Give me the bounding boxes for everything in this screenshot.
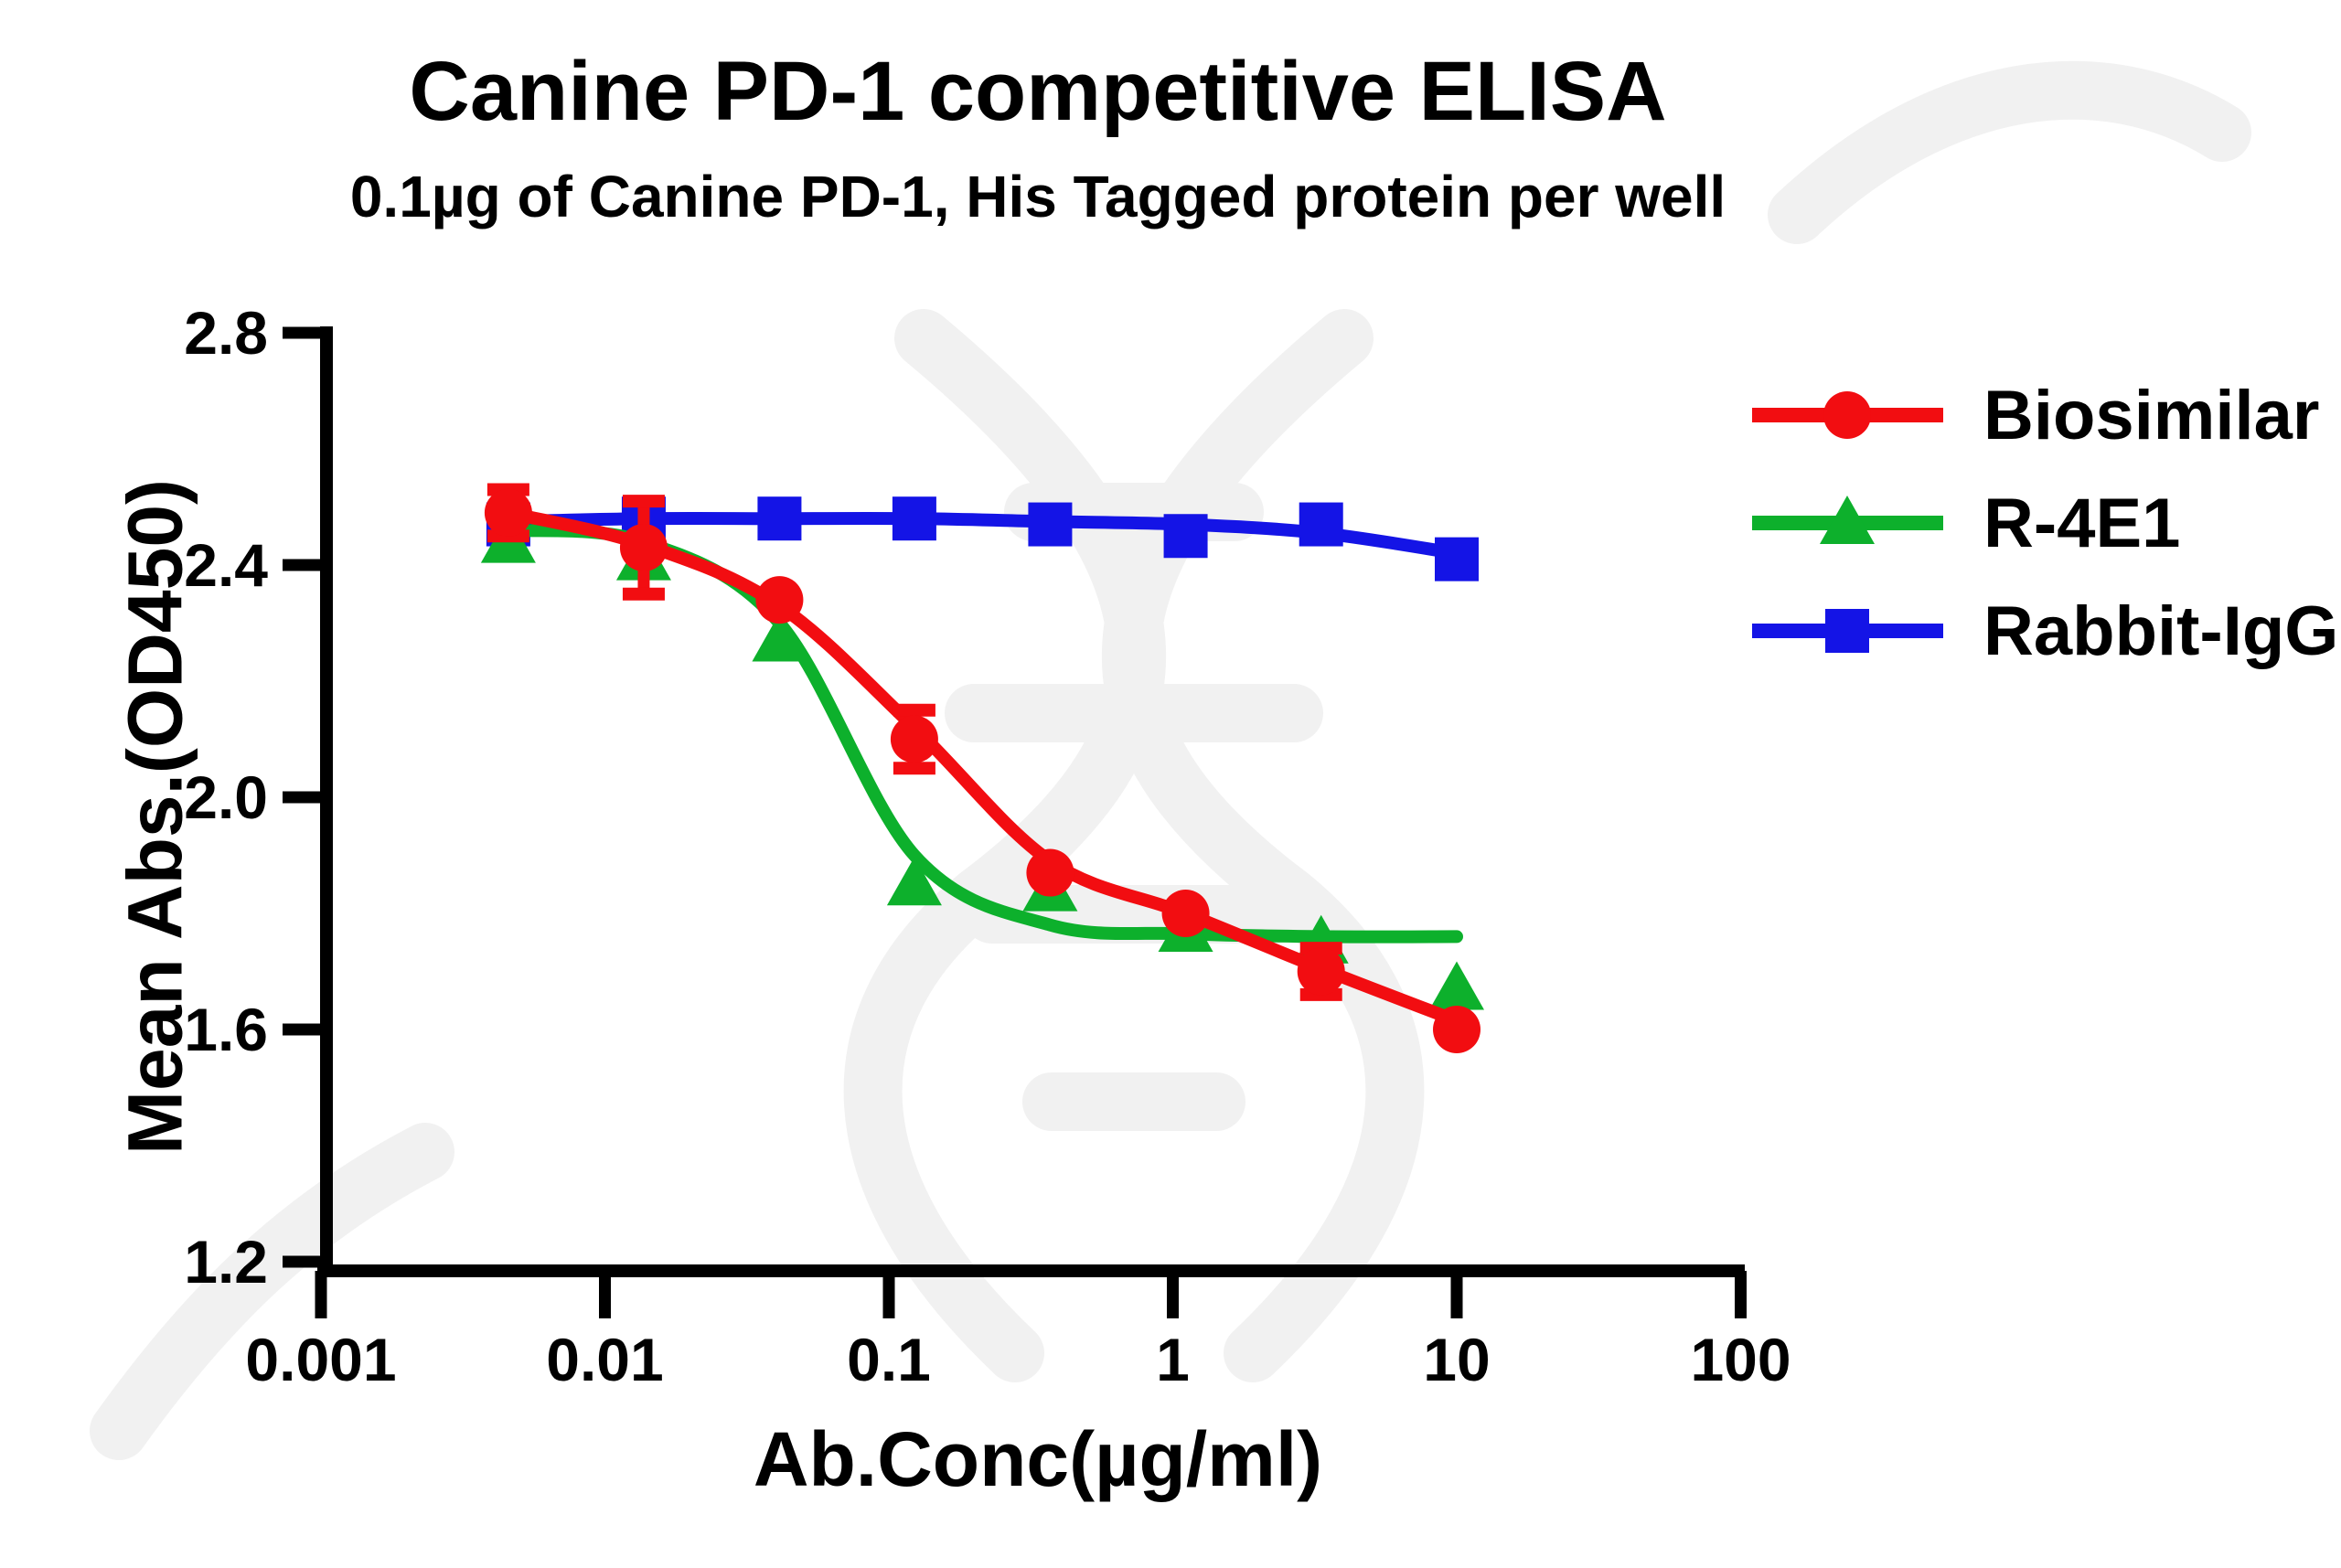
axes (283, 326, 1747, 1318)
legend-label: R-4E1 (1983, 484, 2181, 562)
watermark-dna-logo (90, 60, 2251, 1460)
marker-circle (1161, 890, 1210, 937)
marker-square (1299, 502, 1343, 547)
series-biosimilar (484, 483, 1480, 1053)
legend-key (1752, 609, 1943, 653)
marker-circle (484, 488, 532, 537)
legend-item-r-4e1: R-4E1 (1745, 481, 2338, 565)
marker-circle (1297, 947, 1345, 996)
x-tick-label: 10 (1423, 1326, 1490, 1393)
y-tick-label: 1.2 (184, 1228, 268, 1296)
x-tick-label: 0.001 (245, 1326, 396, 1393)
x-tick-label: 100 (1690, 1326, 1790, 1393)
chart-subtitle: 0.1µg of Canine PD-1, His Tagged protein… (349, 164, 1726, 229)
marker-triangle (1429, 961, 1484, 1010)
marker-triangle (886, 857, 942, 906)
marker-square (757, 496, 802, 541)
legend-label: Biosimilar (1983, 376, 2320, 454)
marker-circle (890, 715, 938, 763)
marker-circle (1026, 848, 1074, 897)
y-tick-label: 2.0 (184, 763, 268, 831)
marker-square (1163, 514, 1208, 559)
marker-square (1028, 502, 1073, 547)
marker-circle (1823, 391, 1871, 439)
marker-circle (619, 523, 668, 571)
marker-square (892, 496, 936, 541)
chart-title: Canine PD-1 competitive ELISA (409, 45, 1667, 138)
x-tick-label: 1 (1156, 1326, 1190, 1393)
marker-circle (1433, 1006, 1480, 1053)
y-tick-label: 2.8 (184, 299, 268, 367)
marker-square (1825, 609, 1869, 653)
marker-square (1435, 537, 1479, 581)
y-axis-title: Mean Abs.(OD450) (112, 478, 198, 1156)
y-tick-label: 1.6 (184, 996, 268, 1063)
legend-item-rabbit-igg: Rabbit-IgG (1745, 589, 2338, 673)
y-tick-label: 2.4 (184, 531, 268, 599)
x-tick-label: 0.1 (847, 1326, 931, 1393)
marker-circle (755, 576, 804, 624)
marker-triangle (752, 613, 807, 662)
legend: Biosimilar R-4E1 Rabbit-IgG (1745, 373, 2338, 697)
x-axis-title: Ab.Conc(µg/ml) (753, 1416, 1323, 1502)
legend-key (1752, 496, 1943, 544)
legend-label: Rabbit-IgG (1983, 592, 2339, 670)
x-tick-label: 0.01 (546, 1326, 663, 1393)
legend-item-biosimilar: Biosimilar (1745, 373, 2338, 457)
marker-triangle (1820, 496, 1875, 544)
legend-key (1752, 391, 1943, 439)
